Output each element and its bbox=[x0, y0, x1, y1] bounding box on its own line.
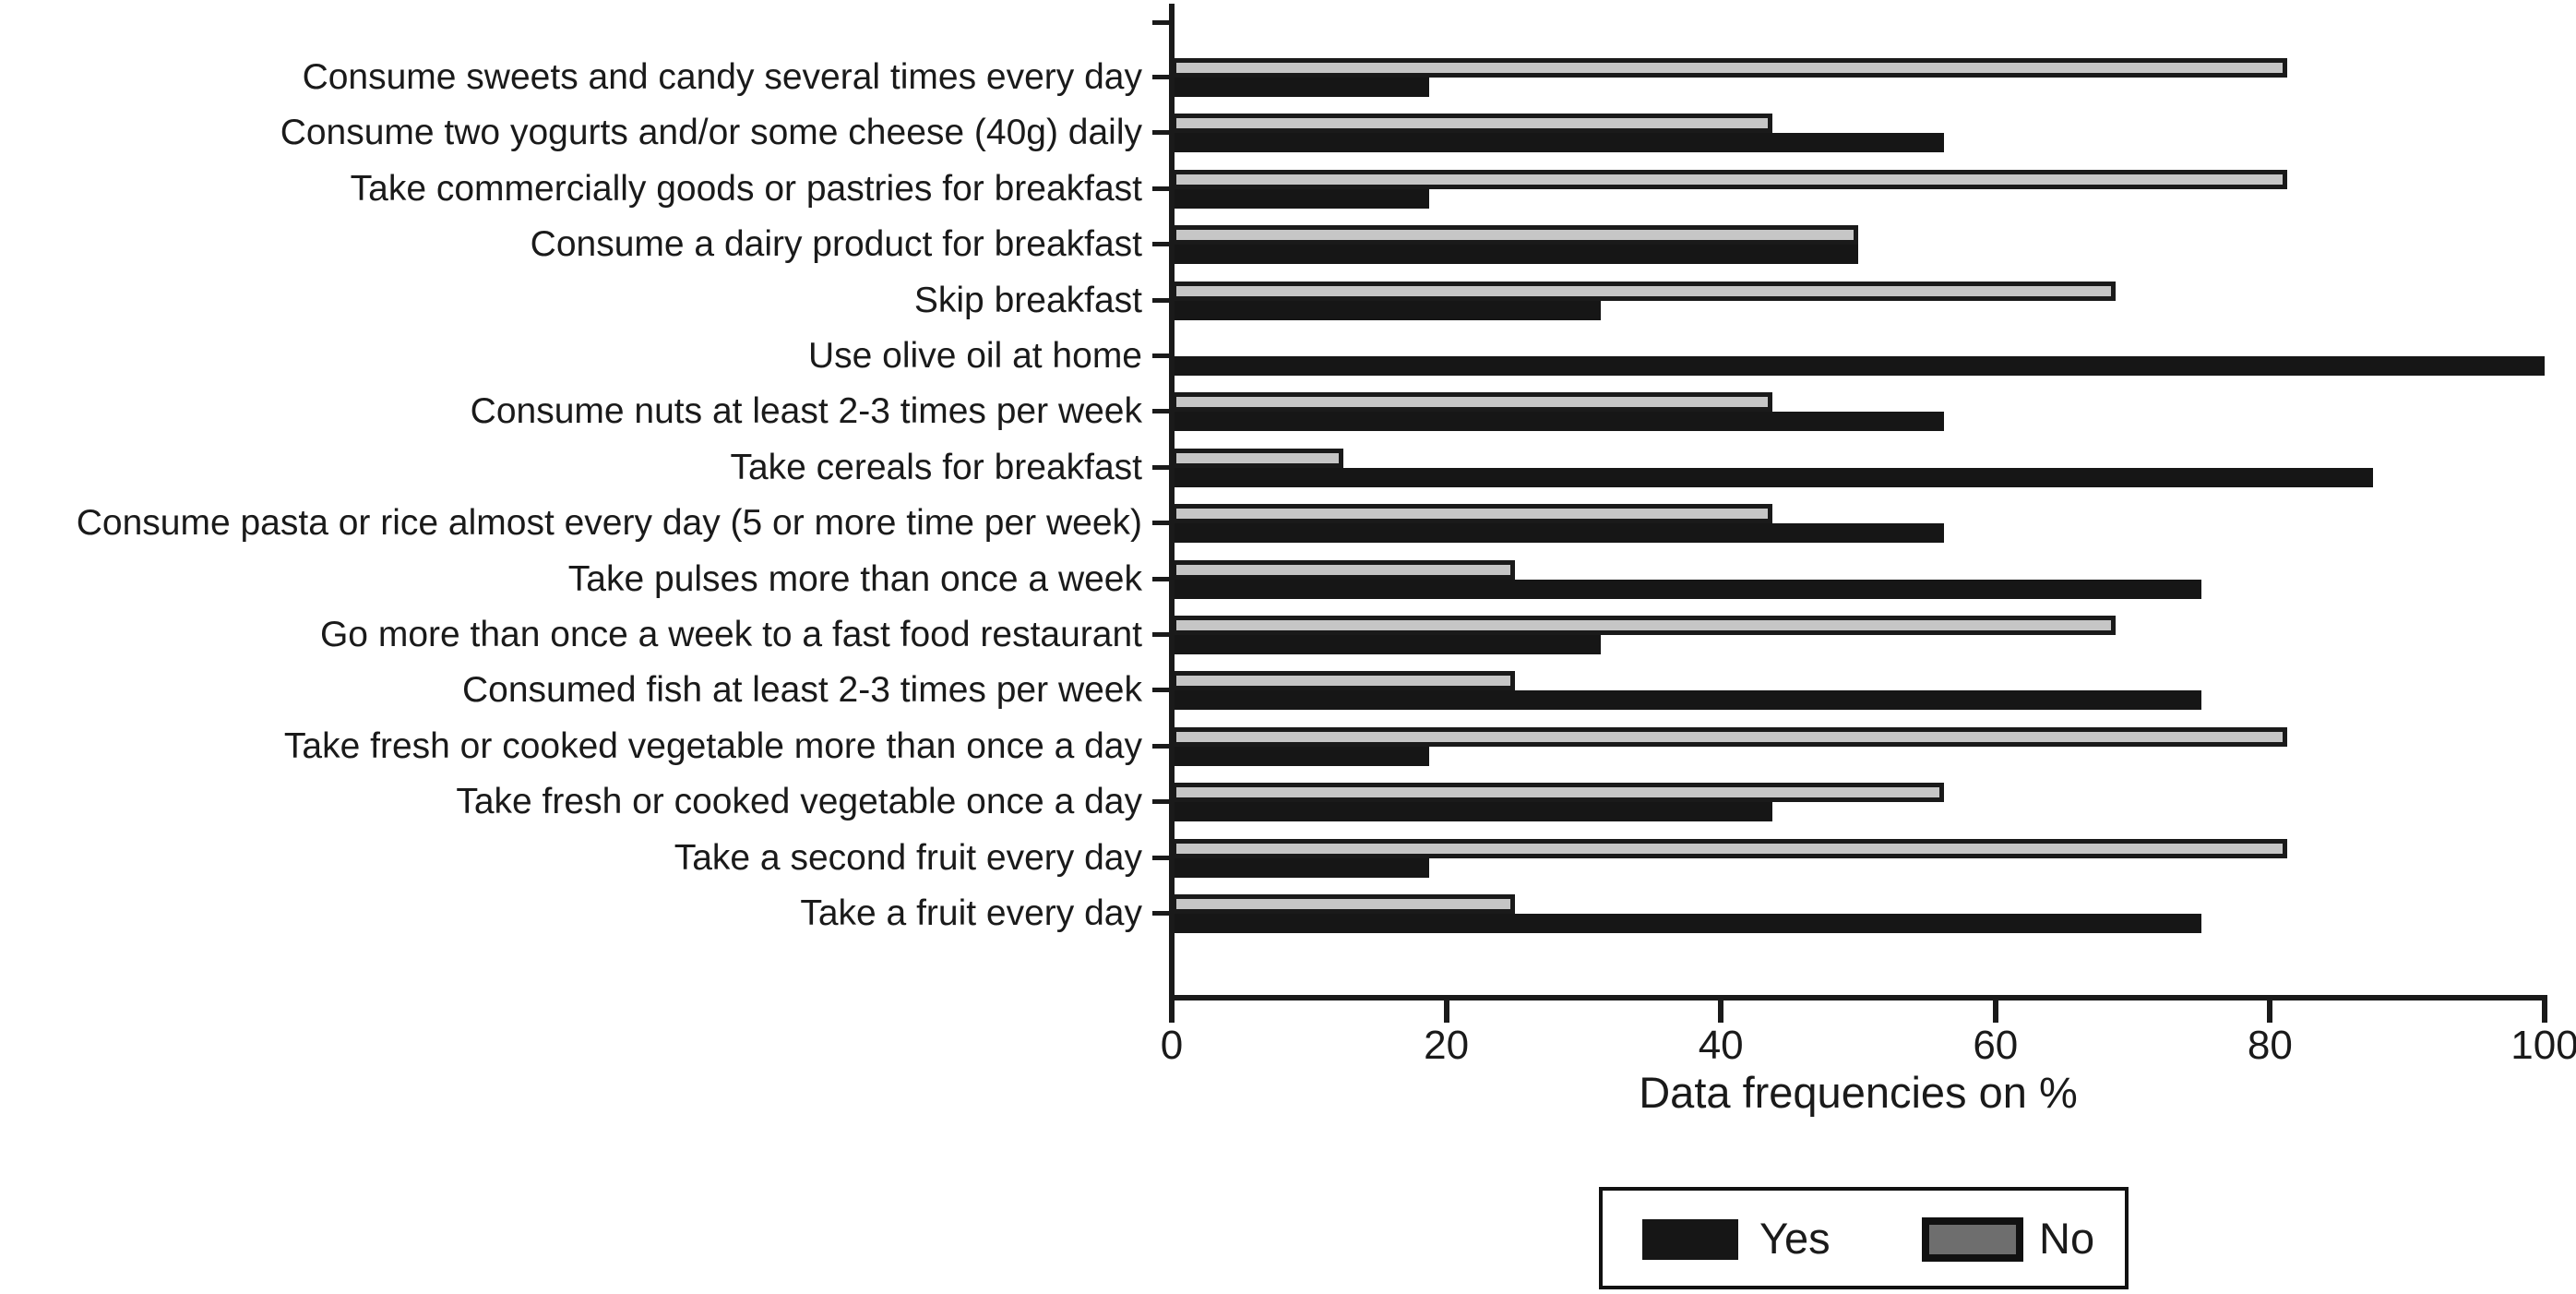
x-axis-tick-label: 40 bbox=[1698, 1023, 1744, 1068]
bar-yes bbox=[1172, 523, 1944, 544]
bar-yes bbox=[1172, 412, 1944, 432]
category-label: Take fresh or cooked vegetable once a da… bbox=[456, 782, 1142, 822]
bar-no bbox=[1172, 894, 1515, 914]
legend-label-yes: Yes bbox=[1759, 1214, 1831, 1263]
category-label: Take fresh or cooked vegetable more than… bbox=[283, 725, 1142, 766]
x-axis-tick bbox=[2267, 995, 2273, 1023]
legend-swatch-yes bbox=[1642, 1219, 1738, 1260]
category-tick bbox=[1152, 855, 1169, 860]
x-axis-tick bbox=[1169, 995, 1175, 1023]
bar-no bbox=[1172, 838, 2287, 858]
category-tick bbox=[1152, 911, 1169, 916]
category-tick bbox=[1152, 353, 1169, 358]
category-label: Consumed fish at least 2-3 times per wee… bbox=[461, 670, 1142, 711]
x-axis-tick bbox=[1443, 995, 1449, 1023]
x-axis-tick bbox=[1992, 995, 1998, 1023]
bar-yes bbox=[1172, 356, 2545, 376]
category-label: Consume two yogurts and/or some cheese (… bbox=[280, 113, 1142, 153]
bar-no bbox=[1172, 392, 1772, 413]
bar-yes bbox=[1172, 635, 1601, 654]
y-axis-top-tick bbox=[1152, 20, 1169, 25]
bar-no bbox=[1172, 671, 1515, 691]
category-label: Take a second fruit every day bbox=[674, 837, 1142, 878]
category-label: Use olive oil at home bbox=[807, 336, 1142, 376]
bar-yes bbox=[1172, 857, 1429, 878]
x-axis-tick bbox=[2542, 995, 2547, 1023]
category-tick bbox=[1152, 75, 1169, 79]
x-axis-title: Data frequencies on % bbox=[1639, 1068, 2078, 1117]
category-tick bbox=[1152, 688, 1169, 693]
category-label: Go more than once a week to a fast food … bbox=[319, 615, 1142, 654]
x-axis-tick-label: 80 bbox=[2247, 1023, 2293, 1068]
category-tick bbox=[1152, 576, 1169, 581]
category-label: Consume nuts at least 2-3 times per week bbox=[470, 391, 1142, 432]
bar-no bbox=[1172, 281, 2116, 301]
x-axis-line bbox=[1169, 995, 2547, 1000]
y-axis-line bbox=[1169, 4, 1175, 1000]
category-label: Consume sweets and candy several times e… bbox=[302, 57, 1142, 97]
bar-no bbox=[1172, 448, 1343, 468]
category-tick bbox=[1152, 297, 1169, 303]
bar-yes bbox=[1172, 245, 1858, 265]
bar-yes bbox=[1172, 78, 1429, 97]
bar-no bbox=[1172, 616, 2116, 635]
category-label: Take a fruit every day bbox=[800, 893, 1142, 933]
x-axis-tick-label: 0 bbox=[1160, 1023, 1184, 1068]
bar-yes bbox=[1172, 133, 1944, 153]
x-axis-tick bbox=[1718, 995, 1724, 1023]
bar-no bbox=[1172, 559, 1515, 580]
bar-yes bbox=[1172, 300, 1601, 320]
category-tick bbox=[1152, 130, 1169, 136]
category-label: Take commercially goods or pastries for … bbox=[350, 168, 1142, 209]
bar-yes bbox=[1172, 914, 2201, 933]
bar-yes bbox=[1172, 579, 2201, 599]
legend-label-no: No bbox=[2039, 1214, 2095, 1263]
bar-no bbox=[1172, 726, 2287, 747]
x-axis-tick-label: 100 bbox=[2510, 1023, 2576, 1068]
category-label: Take cereals for breakfast bbox=[730, 447, 1142, 487]
bar-yes bbox=[1172, 467, 2373, 487]
bar-yes bbox=[1172, 690, 2201, 711]
category-label: Take pulses more than once a week bbox=[567, 558, 1142, 599]
x-axis-tick-label: 20 bbox=[1424, 1023, 1470, 1068]
bar-yes bbox=[1172, 802, 1772, 822]
bar-no bbox=[1172, 58, 2287, 78]
bar-no bbox=[1172, 783, 1944, 803]
bar-yes bbox=[1172, 188, 1429, 209]
bar-yes bbox=[1172, 746, 1429, 766]
bar-no bbox=[1172, 504, 1772, 524]
category-tick bbox=[1152, 743, 1169, 749]
category-label: Consume a dairy product for breakfast bbox=[530, 224, 1142, 265]
category-tick bbox=[1152, 632, 1169, 637]
category-tick bbox=[1152, 464, 1169, 470]
category-tick bbox=[1152, 409, 1169, 414]
bar-no bbox=[1172, 114, 1772, 134]
x-axis-tick-label: 60 bbox=[1973, 1023, 2019, 1068]
category-label: Consume pasta or rice almost every day (… bbox=[76, 503, 1142, 544]
category-tick bbox=[1152, 186, 1169, 191]
legend: Yes No bbox=[1599, 1187, 2129, 1289]
category-label: Skip breakfast bbox=[913, 280, 1142, 320]
category-tick bbox=[1152, 799, 1169, 805]
category-tick bbox=[1152, 521, 1169, 526]
legend-swatch-no bbox=[1922, 1217, 2023, 1262]
category-tick bbox=[1152, 242, 1169, 247]
bar-no bbox=[1172, 225, 1858, 246]
bar-no bbox=[1172, 169, 2287, 189]
